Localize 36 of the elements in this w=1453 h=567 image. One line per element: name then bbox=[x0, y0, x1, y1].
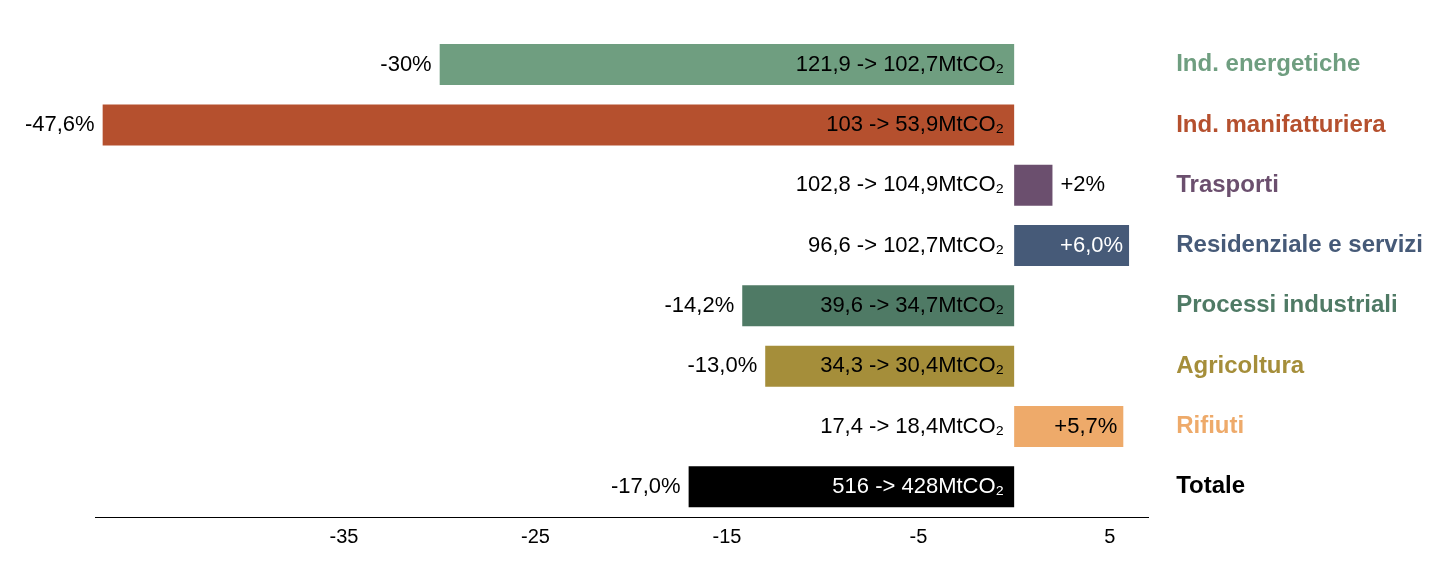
y-tick-label: Processi industriali bbox=[1176, 290, 1398, 318]
data-label: +6,0% bbox=[1060, 231, 1124, 257]
x-tick-label: -25 bbox=[520, 524, 550, 547]
bar bbox=[1014, 406, 1124, 448]
bar bbox=[439, 44, 1015, 86]
bar bbox=[1014, 225, 1130, 267]
bar bbox=[1014, 164, 1053, 206]
x-tick-label: -5 bbox=[909, 524, 928, 547]
annotation: 516 -> 428MtCO₂ bbox=[832, 472, 1005, 498]
y-tick-label: Rifiuti bbox=[1176, 411, 1245, 439]
y-tick-label: Ind. energetiche bbox=[1176, 49, 1361, 77]
bar bbox=[102, 104, 1015, 146]
data-label: -13,0% bbox=[687, 352, 758, 378]
data-label: +5,7% bbox=[1054, 412, 1118, 438]
data-label: -30% bbox=[380, 50, 432, 76]
annotation: 17,4 -> 18,4MtCO₂ bbox=[820, 412, 1005, 438]
annotation: 39,6 -> 34,7MtCO₂ bbox=[820, 291, 1005, 317]
y-tick-label: Trasporti bbox=[1176, 169, 1279, 197]
y-tick-label: Totale bbox=[1176, 471, 1246, 499]
data-label: +2% bbox=[1060, 171, 1106, 197]
y-tick-label: Agricoltura bbox=[1176, 350, 1305, 378]
data-label: -47,6% bbox=[24, 110, 95, 136]
annotation: 103 -> 53,9MtCO₂ bbox=[826, 110, 1005, 136]
y-tick-label: Ind. manifatturiera bbox=[1176, 109, 1387, 137]
annotation: 96,6 -> 102,7MtCO₂ bbox=[807, 231, 1005, 257]
y-tick-label: Residenziale e servizi bbox=[1176, 230, 1423, 258]
bar bbox=[688, 466, 1015, 508]
x-tick-label: 5 bbox=[1104, 524, 1116, 547]
data-label: -17,0% bbox=[610, 472, 681, 498]
annotation: 121,9 -> 102,7MtCO₂ bbox=[795, 50, 1005, 76]
annotation: 102,8 -> 104,9MtCO₂ bbox=[795, 171, 1005, 197]
data-label: -14,2% bbox=[664, 291, 735, 317]
bar bbox=[742, 285, 1015, 327]
annotation: 34,3 -> 30,4MtCO₂ bbox=[820, 352, 1005, 378]
x-tick-label: -35 bbox=[329, 524, 359, 547]
x-tick-label: -15 bbox=[712, 524, 742, 547]
